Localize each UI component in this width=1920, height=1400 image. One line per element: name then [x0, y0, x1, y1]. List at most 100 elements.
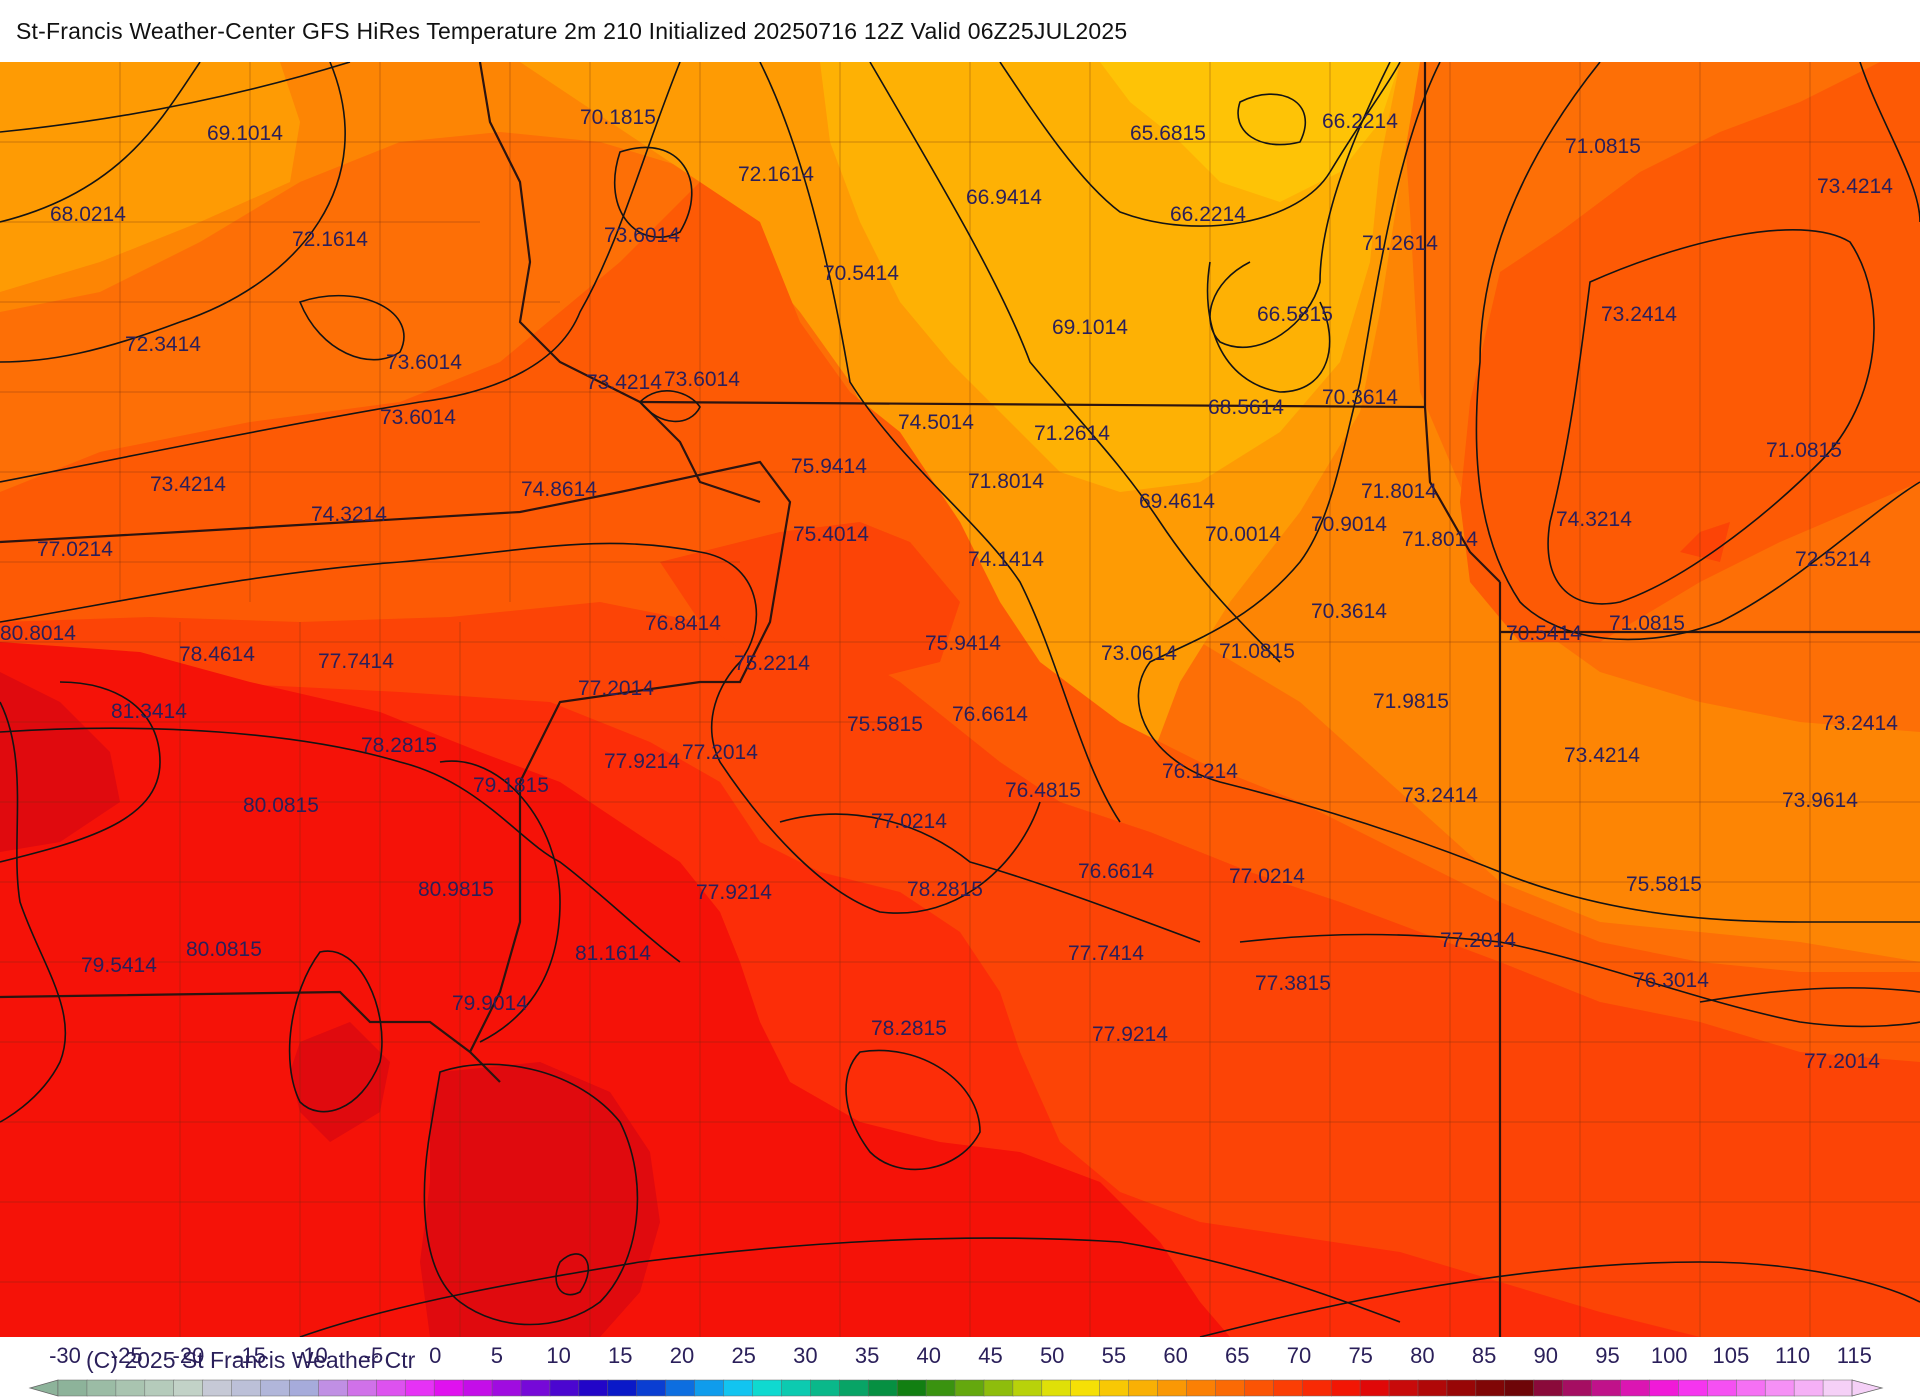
- colorbar-swatch: [1620, 1379, 1651, 1397]
- colorbar-swatch: [1330, 1379, 1361, 1397]
- colorbar-swatch: [1417, 1379, 1448, 1397]
- copyright-text: (C) 2025 St Francis Weather Ctr: [86, 1347, 416, 1373]
- colorbar-swatch: [839, 1379, 869, 1397]
- temp-label: 70.0014: [1205, 523, 1281, 546]
- temp-label: 75.5815: [847, 713, 923, 736]
- map-title: St-Francis Weather-Center GFS HiRes Temp…: [16, 18, 1128, 44]
- colorbar-swatch: [173, 1379, 204, 1397]
- temp-label: 81.1614: [575, 942, 651, 965]
- colorbar-swatch: [115, 1379, 146, 1397]
- temp-label: 77.0214: [1229, 865, 1305, 888]
- colorbar-max-arrow: [1851, 1379, 1884, 1397]
- colorbar-swatch: [1793, 1379, 1824, 1397]
- colorbar-tick-label: 30: [793, 1343, 818, 1368]
- colorbar-tick-label: 80: [1410, 1343, 1435, 1368]
- colorbar-tick-label: 0: [429, 1343, 442, 1368]
- colorbar-tick-label: 100: [1650, 1343, 1688, 1368]
- colorbar-swatch: [1301, 1379, 1332, 1397]
- band-65: [1100, 62, 1400, 202]
- temp-label: 77.2014: [1440, 929, 1516, 952]
- colorbar-swatch: [781, 1379, 812, 1397]
- colorbar-tick-label: 45: [978, 1343, 1003, 1368]
- temp-label: 74.1414: [968, 548, 1044, 571]
- colorbar-swatch: [1128, 1379, 1159, 1397]
- temp-label: 80.9815: [418, 878, 494, 901]
- colorbar-swatch: [520, 1379, 551, 1397]
- colorbar-tick-label: 90: [1533, 1343, 1559, 1368]
- colorbar-swatch: [260, 1379, 291, 1397]
- colorbar-swatch: [896, 1379, 927, 1397]
- colorbar-swatch: [1157, 1379, 1188, 1397]
- colorbar-tick-label: 20: [669, 1343, 695, 1368]
- temp-label: 76.1214: [1162, 760, 1238, 783]
- colorbar-tick-label: -15: [234, 1343, 266, 1368]
- temp-label: 78.2815: [907, 878, 983, 901]
- temp-label: 70.3614: [1311, 600, 1387, 623]
- band-77-center: [660, 522, 960, 682]
- colorbar-swatch: [1562, 1379, 1593, 1397]
- colorbar-swatch: [1186, 1379, 1217, 1397]
- temp-label: 78.2815: [871, 1017, 947, 1040]
- temp-label: 71.2614: [1034, 422, 1110, 445]
- band-75-east: [1460, 62, 1920, 642]
- temp-label: 68.5614: [1208, 396, 1284, 419]
- band-69: [0, 62, 300, 292]
- temp-label: 74.3214: [1556, 508, 1632, 531]
- colorbar-swatch: [578, 1379, 609, 1397]
- colorbar-swatch: [1678, 1379, 1709, 1397]
- colorbar-tick-label: 75: [1348, 1343, 1373, 1368]
- temp-label: 75.9414: [925, 632, 1001, 655]
- colorbar-tick-label: -25: [110, 1343, 143, 1368]
- temp-label: 77.9214: [604, 750, 680, 773]
- temp-label: 77.9214: [696, 881, 772, 904]
- colorbar-min-arrow: [28, 1379, 59, 1397]
- temp-label: 73.2414: [1402, 784, 1478, 807]
- colorbar-swatch: [607, 1379, 638, 1397]
- colorbar-swatch: [1533, 1379, 1564, 1397]
- temp-label: 73.4214: [1817, 175, 1893, 198]
- temp-label: 76.4815: [1005, 779, 1081, 802]
- temperature-map: 69.1014 70.1815 65.6815 66.2214 71.0815 …: [0, 62, 1920, 1337]
- colorbar-swatch: [347, 1379, 378, 1397]
- colorbar-swatch: [1215, 1379, 1246, 1397]
- colorbar-swatch: [1012, 1379, 1043, 1397]
- temp-label: 73.4214: [1564, 744, 1640, 767]
- colorbar-tick-label: -30: [49, 1343, 81, 1368]
- temp-label: 69.4614: [1139, 490, 1215, 513]
- temp-label: 72.5214: [1795, 548, 1871, 571]
- colorbar-tick-label: 95: [1595, 1343, 1620, 1368]
- colorbar-tick-label: 110: [1775, 1343, 1811, 1368]
- colorbar-tick-label: 70: [1286, 1343, 1312, 1368]
- temp-label: 79.1815: [473, 774, 549, 797]
- temp-label: 75.9414: [791, 455, 867, 478]
- colorbar-swatch: [318, 1379, 349, 1397]
- temp-label: 73.6014: [604, 224, 680, 247]
- colorbar-swatch: [1359, 1379, 1390, 1397]
- colorbar-swatch: [1504, 1379, 1535, 1397]
- temp-label: 68.0214: [50, 203, 126, 226]
- temp-label: 72.3414: [125, 333, 201, 356]
- temp-label: 66.2214: [1322, 110, 1398, 133]
- colorbar-swatch: [1764, 1379, 1795, 1397]
- temp-label: 73.9614: [1782, 789, 1858, 812]
- colorbar-swatch: [57, 1379, 88, 1397]
- colorbar-swatch: [549, 1379, 580, 1397]
- temp-label: 73.4214: [150, 473, 226, 496]
- colorbar-swatch: [1649, 1379, 1680, 1397]
- colorbar-tick-label: 15: [608, 1343, 633, 1368]
- colorbar: -30 -25 -20 -15 -10 -5 0 5 10 15 20 25 30 35 40 45 50 55 6…: [0, 1337, 1920, 1400]
- colorbar-tick-label: 60: [1163, 1343, 1188, 1368]
- temp-label: 71.9815: [1373, 690, 1449, 713]
- colorbar-swatch: [752, 1379, 783, 1397]
- temp-label: 71.0815: [1219, 640, 1295, 663]
- temp-label: 72.1614: [292, 228, 368, 251]
- temp-label: 71.8014: [1361, 480, 1437, 503]
- colorbar-swatch: [491, 1379, 522, 1397]
- colorbar-swatch: [925, 1379, 956, 1397]
- colorbar-swatch: [867, 1379, 898, 1397]
- temp-label: 80.8014: [0, 622, 76, 645]
- colorbar-swatch: [1822, 1379, 1853, 1397]
- colorbar-tick-label: 65: [1225, 1343, 1250, 1368]
- colorbar-swatch: [983, 1379, 1014, 1397]
- band-80: [0, 642, 1230, 1337]
